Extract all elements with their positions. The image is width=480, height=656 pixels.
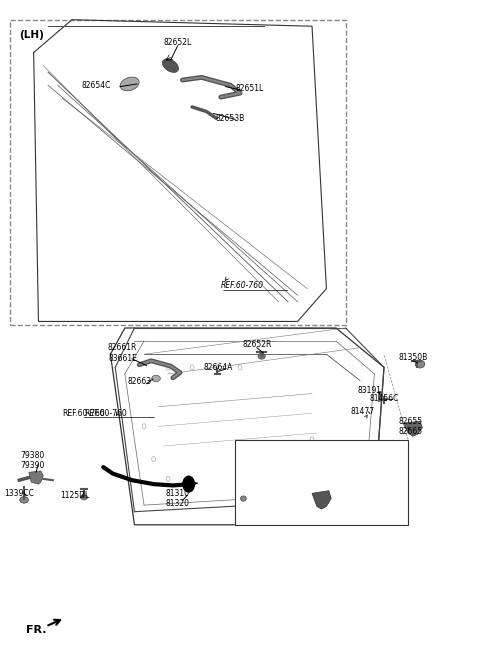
Text: 82653B: 82653B xyxy=(216,113,245,123)
Text: 82664A: 82664A xyxy=(204,363,233,372)
Text: 79380
79390: 79380 79390 xyxy=(21,451,45,470)
Text: 82661R
83661E: 82661R 83661E xyxy=(108,343,137,363)
Text: 82663: 82663 xyxy=(127,377,151,386)
Text: FR.: FR. xyxy=(26,625,47,635)
Text: 82655
82665: 82655 82665 xyxy=(398,417,422,436)
Ellipse shape xyxy=(240,496,246,501)
Polygon shape xyxy=(403,421,422,436)
Polygon shape xyxy=(29,471,43,484)
Bar xyxy=(235,440,408,525)
Text: 91651: 91651 xyxy=(286,497,309,504)
Ellipse shape xyxy=(20,497,28,503)
Text: 813D1
813D2: 813D1 813D2 xyxy=(249,481,274,501)
Text: 81350B: 81350B xyxy=(398,353,427,362)
Text: 82651L: 82651L xyxy=(236,84,264,93)
Ellipse shape xyxy=(258,353,265,359)
Text: REF.60-760: REF.60-760 xyxy=(84,409,127,418)
Text: 81456C: 81456C xyxy=(369,394,399,403)
Polygon shape xyxy=(312,491,331,509)
Text: 1339CC: 1339CC xyxy=(4,489,34,498)
Text: 813F1
813F2: 813F1 813F2 xyxy=(286,456,310,476)
Circle shape xyxy=(183,476,194,492)
Text: 91651: 91651 xyxy=(298,496,322,505)
Text: 813F1
813F2: 813F1 813F2 xyxy=(275,447,297,461)
Ellipse shape xyxy=(120,77,139,91)
Ellipse shape xyxy=(415,360,425,368)
Ellipse shape xyxy=(162,59,179,72)
Text: REF.60-760: REF.60-760 xyxy=(63,409,106,418)
Text: REF.60-760: REF.60-760 xyxy=(221,281,264,290)
Text: 1125DL: 1125DL xyxy=(60,491,89,500)
Bar xyxy=(10,20,346,325)
Text: 813D1
813D2: 813D1 813D2 xyxy=(240,478,263,491)
Ellipse shape xyxy=(152,375,160,382)
Ellipse shape xyxy=(81,495,87,500)
Text: (LH): (LH) xyxy=(19,30,44,39)
Text: 82652L: 82652L xyxy=(164,38,192,47)
Text: 82654C: 82654C xyxy=(81,81,111,90)
Text: 83191: 83191 xyxy=(358,386,382,395)
Text: 82652R: 82652R xyxy=(242,340,272,349)
Text: 81477: 81477 xyxy=(350,407,374,416)
Text: 81310
81320: 81310 81320 xyxy=(166,489,190,508)
